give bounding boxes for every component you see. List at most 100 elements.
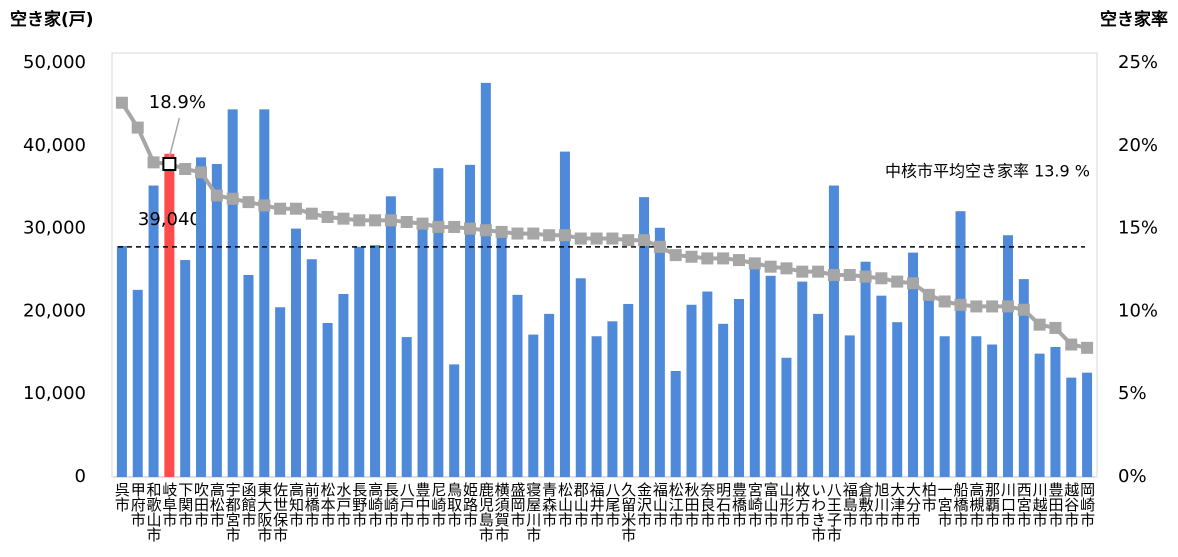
bar	[591, 336, 602, 477]
bar	[654, 227, 665, 477]
x-tick-label: 船橋市	[952, 482, 970, 527]
bar	[765, 275, 776, 477]
y2-tick-label: 0%	[1118, 466, 1147, 487]
x-tick-label: 一宮市	[936, 482, 954, 527]
bar	[433, 168, 444, 477]
x-tick-label: 呉市	[113, 482, 131, 512]
x-tick-label: 八王子市	[825, 482, 843, 542]
x-tick-label: 函館市	[239, 482, 257, 527]
bar	[955, 211, 966, 477]
marker	[479, 224, 492, 237]
x-tick-label: 豊中市	[414, 482, 432, 527]
bar	[180, 260, 191, 477]
x-tick-label: 宮崎市	[746, 482, 764, 527]
marker	[638, 234, 651, 247]
marker	[416, 217, 429, 230]
y2-tick-label: 15%	[1118, 218, 1158, 239]
x-tick-label: 宇都宮市	[224, 482, 242, 542]
marker	[843, 268, 856, 281]
marker	[289, 202, 302, 215]
bar	[370, 245, 381, 477]
x-tick-label: 越谷市	[1062, 482, 1080, 527]
x-tick-label: 富山市	[762, 481, 780, 527]
x-tick-label: 岡崎市	[1078, 482, 1096, 527]
marker	[764, 260, 777, 273]
bar	[828, 185, 839, 477]
bar	[211, 164, 222, 478]
bar	[702, 291, 713, 477]
bar	[306, 259, 317, 477]
x-tick-label: 山形市	[777, 482, 795, 527]
marker	[147, 156, 160, 169]
y-tick-label: 50,000	[23, 52, 86, 73]
marker	[258, 199, 271, 212]
bar	[781, 357, 792, 477]
x-tick-label: 松江市	[667, 482, 685, 527]
bar	[1066, 377, 1077, 477]
bar	[1002, 235, 1013, 477]
x-tick-label: 旭川市	[872, 482, 890, 527]
bar	[243, 274, 254, 477]
x-tick-label: 高槻市	[967, 482, 985, 527]
marker	[717, 252, 730, 265]
y2-tick-label: 5%	[1118, 383, 1147, 404]
marker	[938, 295, 951, 308]
bar	[1082, 372, 1093, 477]
marker	[732, 254, 745, 267]
x-tick-label: 鳥取市	[445, 481, 463, 527]
marker	[1049, 321, 1062, 334]
x-tick-label: 長崎市	[382, 482, 400, 527]
y-tick-label: 30,000	[23, 218, 86, 239]
y2-tick-label: 20%	[1118, 135, 1158, 156]
x-tick-label: 姫路市	[461, 482, 479, 527]
x-tick-label: 長野市	[350, 482, 368, 527]
y-tick-label: 20,000	[23, 300, 86, 321]
bar	[733, 298, 744, 477]
x-tick-label: 福井市	[588, 482, 606, 527]
marker	[796, 265, 809, 278]
bar	[860, 261, 871, 477]
x-tick-label: 明石市	[714, 482, 732, 527]
bar	[449, 364, 460, 477]
x-tick-label: 豊橋市	[730, 482, 748, 527]
x-tick-label: 大津市	[888, 482, 906, 527]
marker	[527, 227, 540, 240]
bar	[559, 151, 570, 477]
bar	[417, 228, 428, 477]
x-tick-label: いわき市	[809, 482, 827, 542]
marker	[827, 268, 840, 281]
x-tick-label: 尼崎市	[429, 482, 447, 527]
x-tick-label: 奈良市	[698, 482, 716, 527]
x-tick-label: 横須賀市	[493, 482, 511, 542]
marker	[954, 298, 967, 311]
bar	[987, 344, 998, 477]
bar	[528, 334, 539, 477]
marker	[115, 96, 128, 109]
bar	[623, 303, 634, 477]
marker	[970, 300, 983, 313]
marker	[226, 192, 239, 205]
bar	[354, 246, 365, 477]
x-tick-label: 倉敷市	[857, 482, 875, 527]
marker	[511, 227, 524, 240]
y2-tick-label: 25%	[1118, 52, 1158, 73]
x-tick-label: 枚方市	[793, 482, 811, 527]
marker	[448, 220, 461, 233]
marker	[274, 202, 287, 215]
x-tick-label: 松山市	[556, 482, 574, 527]
x-tick-label: 松本市	[319, 482, 337, 527]
y-tick-label: 0	[75, 466, 86, 487]
bar	[164, 153, 175, 478]
bar	[892, 322, 903, 477]
x-tick-label: 青森市	[540, 482, 558, 527]
data-label: 18.9%	[149, 92, 206, 113]
bar	[639, 197, 650, 478]
marker	[337, 212, 350, 225]
x-tick-label: 下関市	[176, 482, 194, 527]
marker	[622, 234, 635, 247]
bar	[512, 294, 523, 477]
x-tick-label: 前橋市	[303, 482, 321, 527]
bar	[971, 336, 982, 477]
x-tick-label: 郡山市	[572, 482, 590, 527]
